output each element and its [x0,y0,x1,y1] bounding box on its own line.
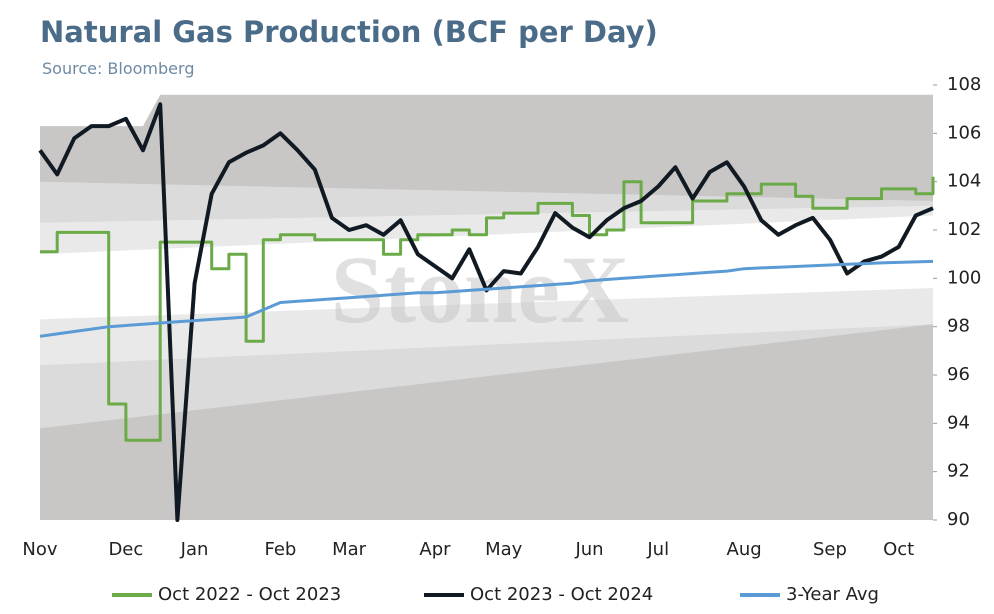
legend-label: 3-Year Avg [786,584,879,605]
y-tick-label: 102 [947,219,981,240]
x-tick-label: Apr [419,539,451,560]
x-tick-label: May [485,539,523,560]
y-tick-label: 104 [947,171,981,192]
y-tick-label: 94 [947,412,970,433]
legend-label: Oct 2023 - Oct 2024 [470,584,653,605]
y-tick-label: 96 [947,364,970,385]
chart-title: Natural Gas Production (BCF per Day) [40,15,658,49]
y-tick-label: 90 [947,509,970,530]
x-tick-label: Mar [332,539,367,560]
x-tick-label: Jul [646,539,669,560]
chart-subtitle: Source: Bloomberg [42,59,194,78]
y-tick-label: 92 [947,461,970,482]
y-tick-label: 98 [947,316,970,337]
x-tick-label: Dec [108,539,143,560]
x-tick-label: Oct [883,539,914,560]
series-line [40,176,935,442]
x-tick-label: Jan [180,539,209,560]
x-tick-label: Nov [22,539,57,560]
x-tick-label: Jun [574,539,603,560]
y-tick-label: 108 [947,74,981,95]
x-tick-label: Aug [727,539,762,560]
x-tick-label: Sep [813,539,847,560]
y-tick-label: 106 [947,122,981,143]
series-line [39,259,934,338]
legend-label: Oct 2022 - Oct 2023 [158,584,341,605]
y-tick-label: 100 [947,267,981,288]
x-tick-label: Feb [264,539,296,560]
